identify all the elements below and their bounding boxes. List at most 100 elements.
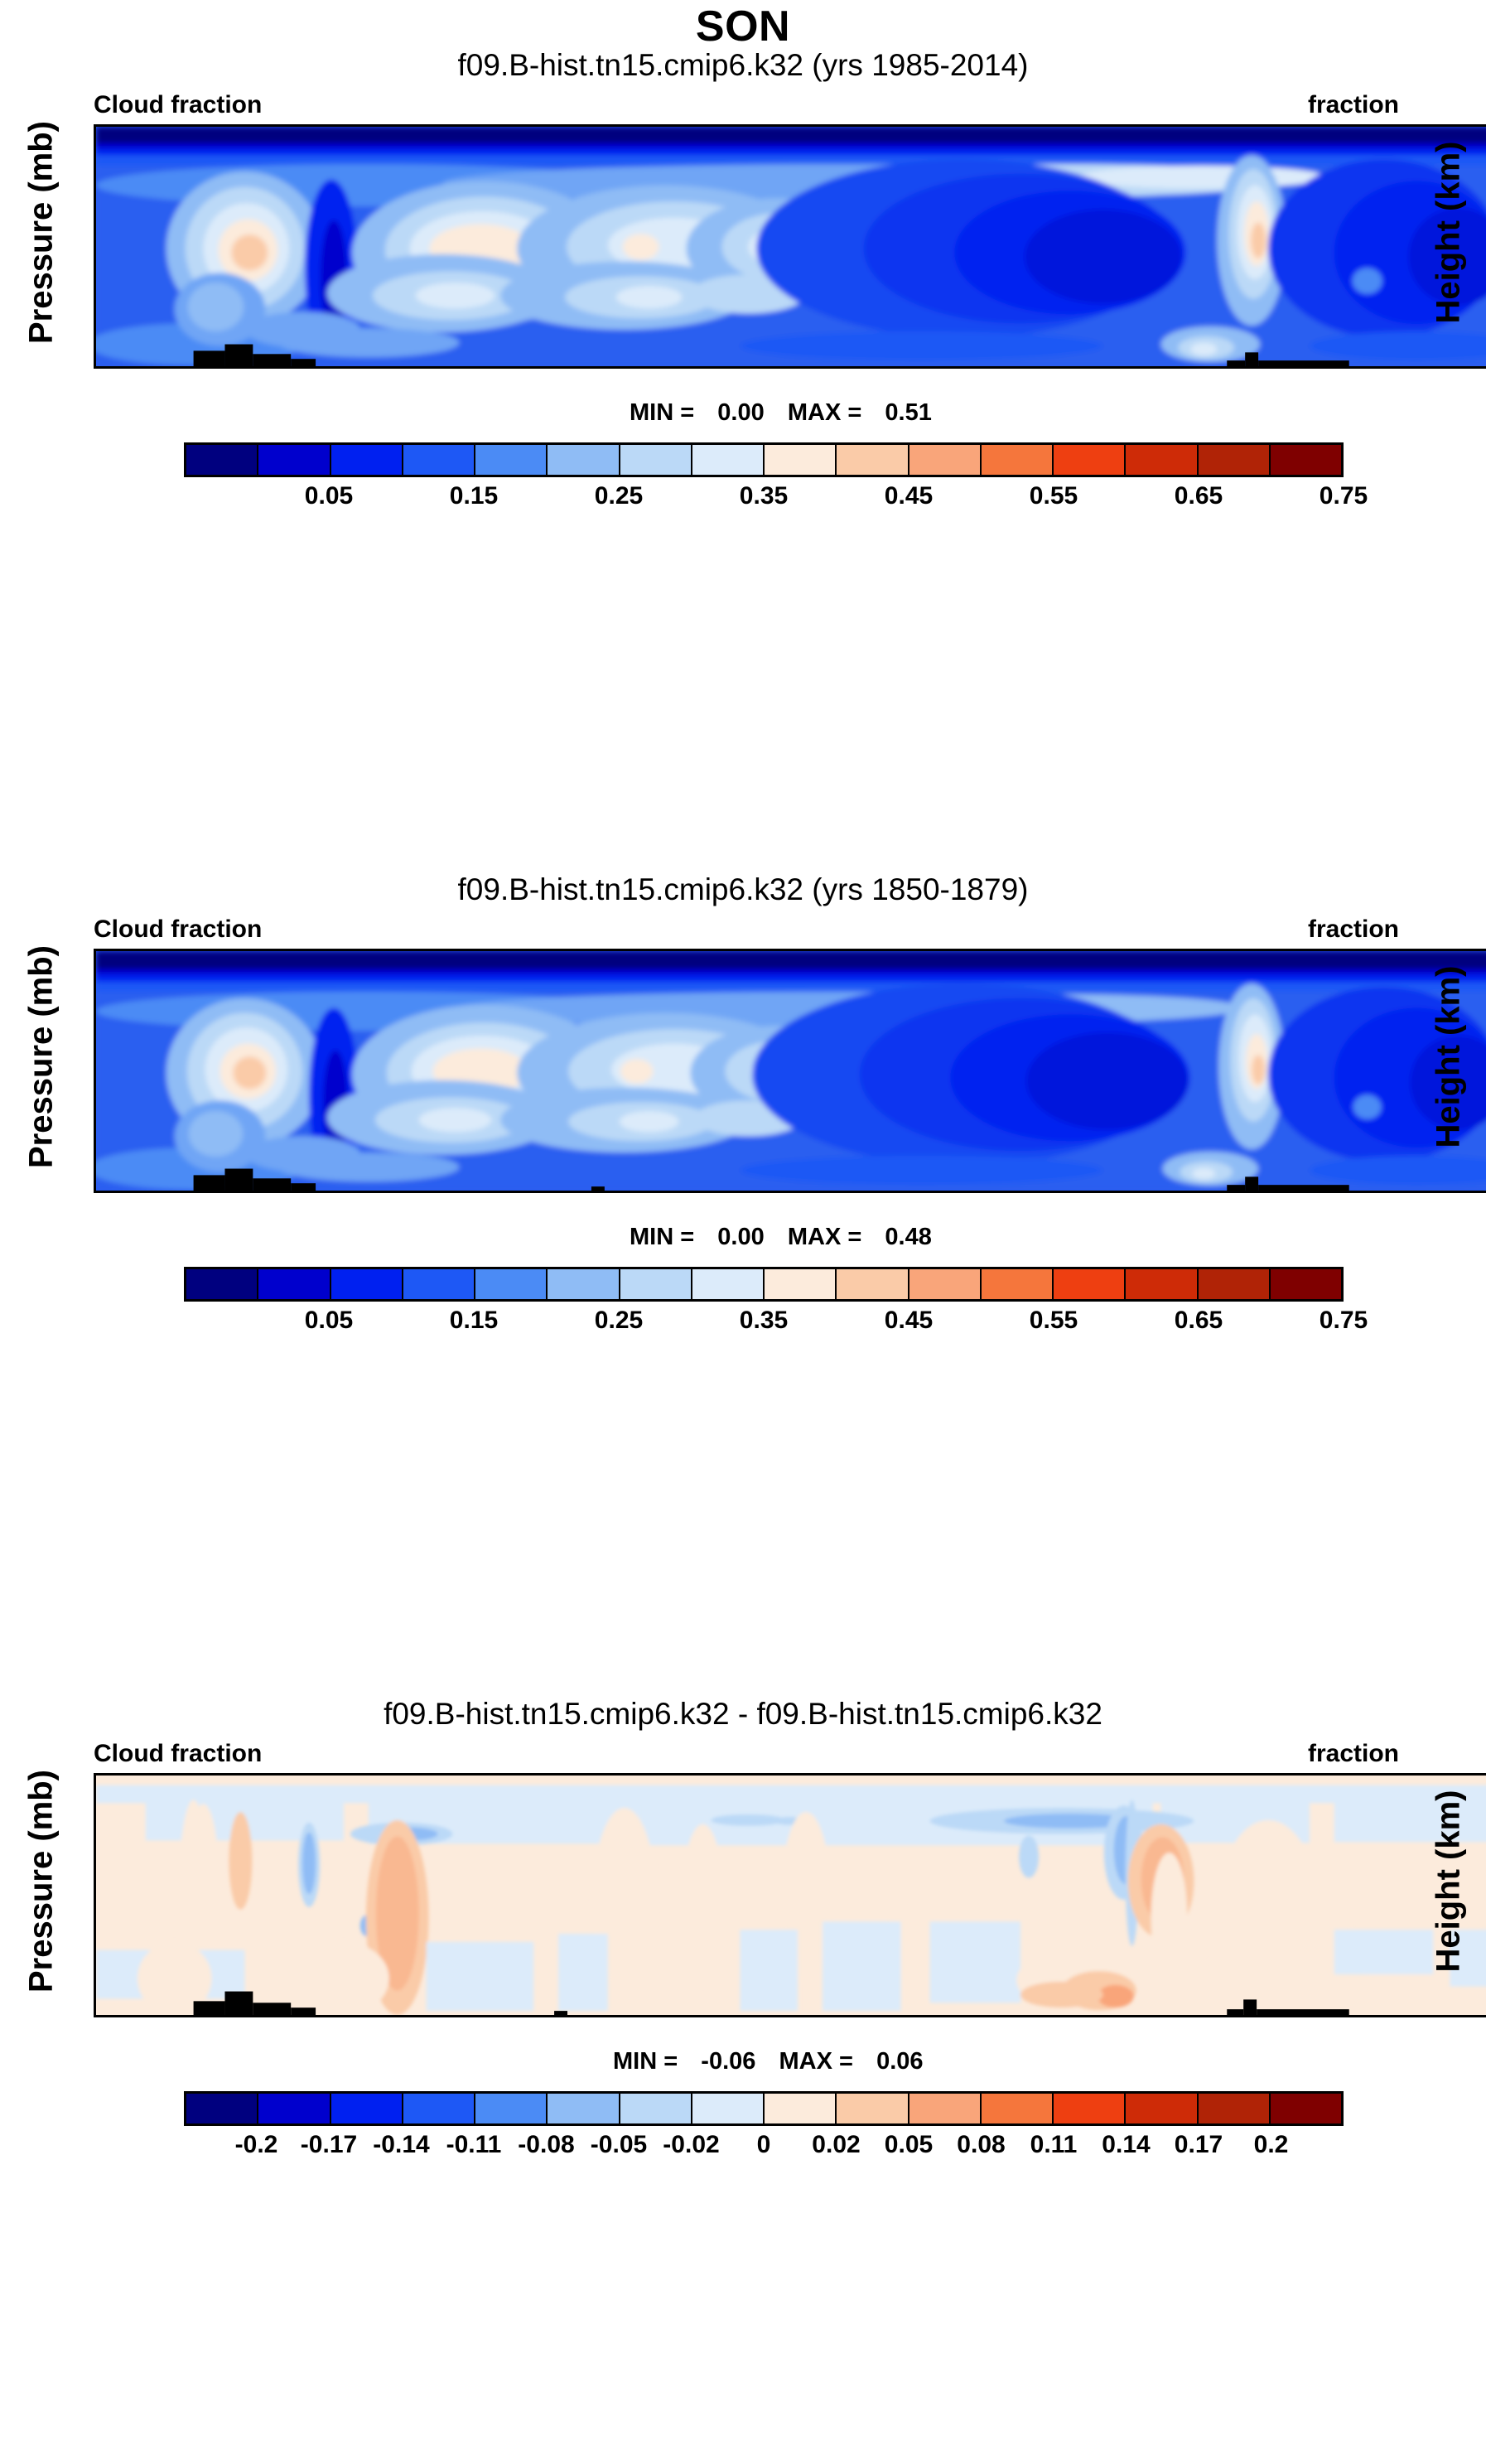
colorbar-swatch	[330, 1269, 403, 1299]
colorbar-swatch	[548, 1269, 620, 1299]
topography-mask	[193, 1991, 1349, 2015]
colorbar-tick-label: -0.14	[373, 2131, 430, 2158]
panel-difference: f09.B-hist.tn15.cmip6.k32 - f09.B-hist.t…	[0, 1697, 1486, 2464]
colorbar-swatch	[837, 1269, 909, 1299]
colorbar-tick-label: -0.2	[234, 2131, 278, 2158]
topography-mask	[193, 344, 1349, 366]
min-value: 0.00	[717, 1224, 765, 1250]
colorbar-tick-label: 0.05	[304, 482, 354, 510]
colorbar-tick-label: 0.65	[1174, 1307, 1223, 1334]
colorbar-swatch	[837, 445, 909, 475]
colorbar-swatch	[1198, 1269, 1271, 1299]
colorbar-swatch	[909, 2094, 982, 2123]
colorbar-swatch	[330, 445, 403, 475]
colorbar-swatch	[475, 1269, 548, 1299]
colorbar-swatch	[1126, 1269, 1199, 1299]
units-label: fraction	[1307, 1740, 1399, 1767]
min-label: MIN =	[630, 399, 695, 426]
colorbar-tick-label: 0.2	[1253, 2131, 1289, 2158]
panel-title: f09.B-hist.tn15.cmip6.k32 (yrs 1850-1879…	[457, 872, 1029, 906]
colorbar-swatch	[1054, 2094, 1127, 2123]
figure-season-title: SON	[695, 2, 791, 51]
colorbar-tick-label: 0.11	[1030, 2131, 1078, 2158]
max-label: MAX =	[787, 1224, 862, 1250]
colorbar-swatch	[475, 445, 548, 475]
colorbar-swatch	[1270, 445, 1341, 475]
colorbar-tick-label: 0.14	[1102, 2131, 1151, 2158]
colorbar-swatch	[765, 445, 837, 475]
colorbar-tick-label: 0.35	[739, 482, 789, 510]
colorbar-swatch	[837, 2094, 909, 2123]
y2-axis-title: Height (km)	[1430, 965, 1467, 1148]
colorbar-swatch	[258, 2094, 331, 2123]
variable-label: Cloud fraction	[94, 1740, 263, 1767]
colorbar-tick-label: 0.08	[957, 2131, 1006, 2158]
colorbar-tick-label: 0.45	[884, 482, 934, 510]
colorbar-tick-label: 0.75	[1319, 482, 1368, 510]
colorbar-swatch	[1126, 445, 1199, 475]
min-value: -0.06	[701, 2048, 756, 2075]
panel-title: f09.B-hist.tn15.cmip6.k32 - f09.B-hist.t…	[384, 1697, 1102, 1731]
contour-canvas	[96, 951, 1486, 1191]
contour-canvas	[96, 127, 1486, 366]
min-label: MIN =	[630, 1224, 695, 1250]
y2-axis-title: Height (km)	[1430, 1790, 1467, 1973]
colorbar-swatch	[330, 2094, 403, 2123]
colorbar-swatch	[765, 1269, 837, 1299]
max-value: 0.06	[876, 2048, 924, 2075]
max-value: 0.48	[885, 1224, 932, 1250]
colorbar-swatch	[1054, 445, 1127, 475]
colorbar-tick-label: -0.08	[518, 2131, 575, 2158]
colorbar-swatch	[909, 445, 982, 475]
colorbar-swatch	[692, 2094, 765, 2123]
colorbar-swatch	[1198, 2094, 1271, 2123]
colorbar-swatch	[1270, 2094, 1341, 2123]
y2-axis-title: Height (km)	[1430, 141, 1467, 324]
colorbar-case2	[184, 1267, 1344, 1302]
units-label: fraction	[1307, 916, 1399, 943]
colorbar-swatch	[548, 445, 620, 475]
max-value: 0.51	[885, 399, 932, 426]
colorbar-swatch	[258, 445, 331, 475]
minmax-case2: MIN = 0.00 MAX = 0.48	[630, 1224, 932, 1251]
max-label: MAX =	[779, 2048, 853, 2075]
units-label: fraction	[1307, 91, 1399, 118]
colorbar-tick-label: 0.55	[1029, 1307, 1078, 1334]
colorbar-swatch	[186, 1269, 259, 1299]
colorbar-swatch	[186, 445, 259, 475]
y-axis-title: Pressure (mb)	[22, 121, 60, 344]
colorbar-swatch	[692, 445, 765, 475]
colorbar-tick-label: -0.17	[300, 2131, 358, 2158]
colorbar-tick-label: 0.02	[812, 2131, 861, 2158]
colorbar-swatch	[981, 445, 1054, 475]
variable-label: Cloud fraction	[94, 91, 263, 118]
colorbar-swatch	[692, 1269, 765, 1299]
colorbar-case1	[184, 442, 1344, 477]
topography-mask	[193, 1168, 1349, 1191]
contour-plot-case2: 30 50 70 100 150 200 250 300 400 500 700…	[94, 949, 1486, 1193]
colorbar-swatch	[403, 2094, 475, 2123]
colorbar-swatch	[258, 1269, 331, 1299]
panel-case1: f09.B-hist.tn15.cmip6.k32 (yrs 1985-2014…	[0, 48, 1486, 843]
variable-label: Cloud fraction	[94, 916, 263, 943]
colorbar-swatch	[403, 1269, 475, 1299]
colorbar-swatch	[1198, 445, 1271, 475]
colorbar-tick-label: 0.25	[594, 1307, 644, 1334]
contour-plot-case1: 30 50 70 100 150 200 250 300 400 500 700…	[94, 124, 1486, 369]
colorbar-swatch	[765, 2094, 837, 2123]
colorbar-swatch	[1054, 1269, 1127, 1299]
min-value: 0.00	[717, 399, 765, 426]
colorbar-swatch	[620, 1269, 692, 1299]
panel-title: f09.B-hist.tn15.cmip6.k32 (yrs 1985-2014…	[457, 48, 1029, 82]
colorbar-difference-labels: -0.2 -0.17 -0.14 -0.11 -0.08 -0.05 -0.02 0 0.02 0…	[184, 2131, 1344, 2164]
minmax-difference: MIN = -0.06 MAX = 0.06	[613, 2048, 924, 2075]
colorbar-swatch	[909, 1269, 982, 1299]
colorbar-swatch	[981, 1269, 1054, 1299]
y-axis-title: Pressure (mb)	[22, 945, 60, 1168]
colorbar-tick-label: 0.35	[739, 1307, 789, 1334]
colorbar-swatch	[620, 2094, 692, 2123]
contour-plot-difference: 30 50 70 100 150 200 250 300 400 500 700…	[94, 1773, 1486, 2017]
colorbar-swatch	[186, 2094, 259, 2123]
colorbar-case2-labels: 0.05 0.15 0.25 0.35 0.45 0.55 0.65 0.75	[184, 1307, 1368, 1340]
colorbar-swatch	[475, 2094, 548, 2123]
